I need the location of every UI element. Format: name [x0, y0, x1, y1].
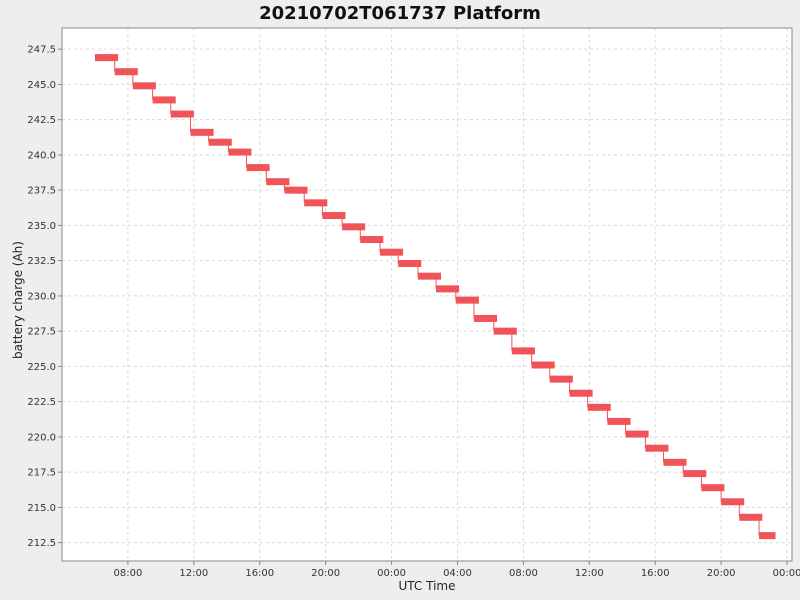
x-tick-label: 00:00: [773, 568, 800, 579]
x-tick-label: 12:00: [179, 568, 208, 579]
data-segment: [683, 470, 707, 478]
y-tick-label: 245.0: [27, 80, 56, 91]
grid-lines: [62, 28, 792, 561]
data-segment: [607, 417, 631, 425]
x-tick-label: 16:00: [641, 568, 670, 579]
data-segment: [417, 272, 442, 280]
axes: 212.5 215.0 217.5 220.0 222.5 225.0 227.5 230.0…: [27, 27, 800, 579]
x-tick-label: 04:00: [443, 568, 472, 579]
data-segment: [436, 285, 460, 293]
data-segment: [473, 314, 498, 322]
data-segment: [246, 164, 270, 172]
data-segment: [587, 403, 611, 411]
data-segment: [322, 212, 346, 220]
data-segment: [645, 444, 669, 452]
x-tick-label: 20:00: [311, 568, 340, 579]
series-battery-charge: [94, 54, 776, 540]
x-tick-label: 00:00: [377, 568, 406, 579]
y-tick-label: 215.0: [27, 503, 56, 514]
data-segment: [228, 148, 252, 156]
y-tick-label: 242.5: [27, 115, 56, 126]
y-tick-label: 220.0: [27, 432, 56, 443]
y-tick-label: 240.0: [27, 150, 56, 161]
data-segment: [304, 199, 328, 207]
data-segment: [625, 430, 649, 438]
y-tick-label: 247.5: [27, 45, 56, 56]
y-axis-label: battery charge (Ah): [11, 241, 25, 359]
data-segment: [455, 296, 479, 304]
data-segment: [190, 128, 214, 136]
data-segment: [759, 532, 776, 540]
data-segment: [701, 484, 725, 492]
data-segment: [721, 498, 745, 506]
y-tick-label: 230.0: [27, 291, 56, 302]
y-tick-label: 225.0: [27, 362, 56, 373]
data-segment: [152, 96, 176, 104]
data-segment: [511, 347, 535, 355]
data-segment: [94, 54, 119, 62]
y-tick-label: 232.5: [27, 256, 56, 267]
data-segment: [170, 110, 194, 118]
x-axis-label: UTC Time: [399, 579, 456, 593]
y-tick-label: 212.5: [27, 538, 56, 549]
y-tick-label: 237.5: [27, 186, 56, 197]
y-tick-label: 222.5: [27, 397, 56, 408]
chart-title: 20210702T061737 Platform: [259, 3, 541, 24]
plot-area: [62, 28, 792, 561]
x-tick-label: 16:00: [245, 568, 274, 579]
data-segment: [360, 236, 384, 244]
plot-border: [61, 27, 793, 562]
data-segment: [342, 223, 366, 231]
data-segment: [549, 375, 573, 383]
y-tick-label: 227.5: [27, 327, 56, 338]
x-tick-label: 08:00: [509, 568, 538, 579]
data-segment: [398, 259, 422, 267]
x-tick-label: 08:00: [114, 568, 143, 579]
y-tick-label: 217.5: [27, 468, 56, 479]
data-segment: [531, 361, 555, 369]
data-segment: [663, 458, 687, 466]
x-tick-label: 20:00: [707, 568, 736, 579]
data-segment: [208, 138, 232, 146]
data-segment: [284, 186, 308, 194]
data-segment: [493, 327, 517, 335]
data-segment: [739, 513, 763, 521]
data-segment: [132, 82, 156, 90]
data-segment: [380, 248, 404, 256]
data-segment: [569, 389, 593, 397]
y-tick-label: 235.0: [27, 221, 56, 232]
data-segment: [114, 68, 138, 76]
x-tick-label: 12:00: [575, 568, 604, 579]
data-segment: [266, 178, 290, 186]
